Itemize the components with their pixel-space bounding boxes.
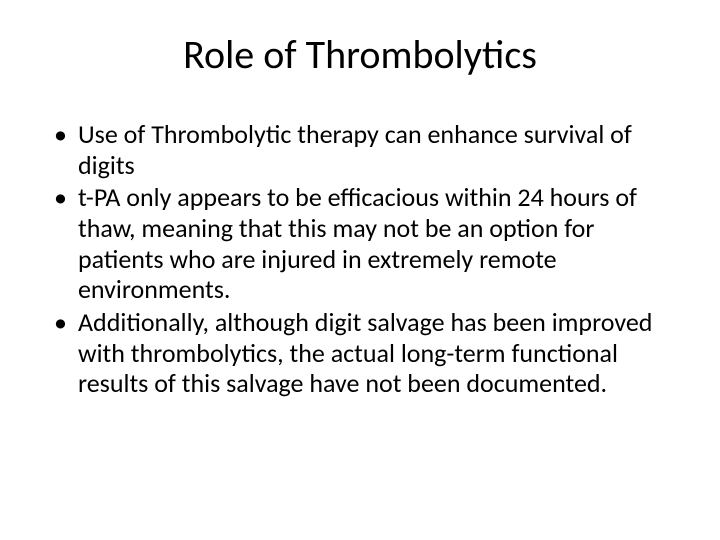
slide-title: Role of Thrombolytics [50, 30, 670, 79]
bullet-item: Additionally, although digit salvage has… [50, 307, 670, 399]
bullet-item: t-PA only appears to be efficacious with… [50, 182, 670, 305]
bullet-list: Use of Thrombolytic therapy can enhance … [50, 119, 670, 399]
bullet-item: Use of Thrombolytic therapy can enhance … [50, 119, 670, 180]
slide-container: Role of Thrombolytics Use of Thrombolyti… [0, 0, 720, 540]
